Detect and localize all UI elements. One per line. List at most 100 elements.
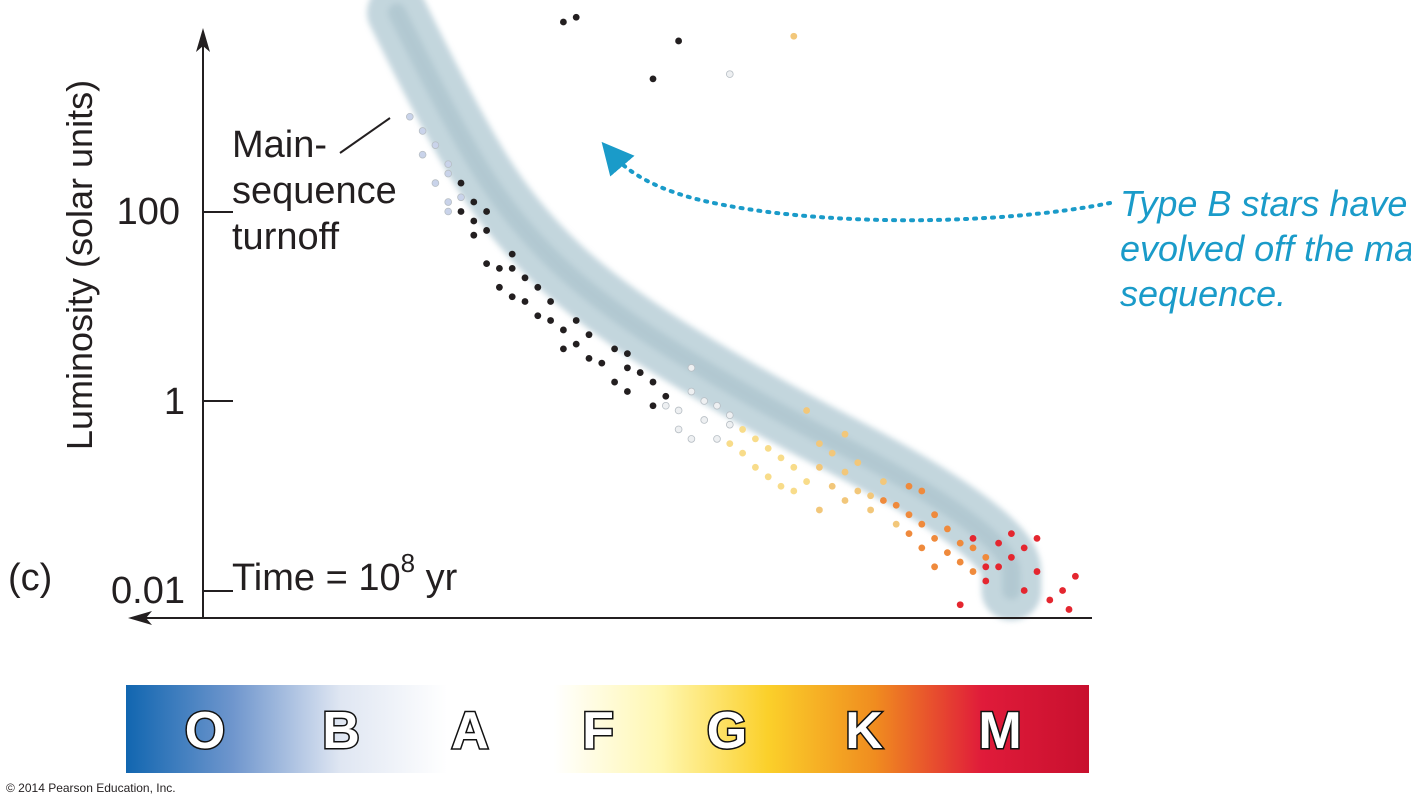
y-tick-label-1: 1 — [164, 381, 185, 423]
star-point-blue-0-2 — [418, 127, 427, 135]
time-suffix: yr — [415, 557, 458, 599]
star-point-black-1-24 — [649, 402, 657, 410]
y-tick-label-100: 100 — [117, 191, 180, 233]
star-point-red-6-11 — [1059, 587, 1066, 594]
star-point-black-7-2 — [649, 75, 657, 83]
star-point-yellow-3-4 — [752, 463, 759, 471]
star-point-lightorange-4-6 — [841, 497, 849, 504]
star-point-yellow-3-3 — [752, 435, 759, 443]
star-point-red-6-1 — [982, 577, 990, 585]
y-tick-label-0-01: 0.01 — [111, 570, 185, 612]
star-point-blue-0-5 — [444, 169, 453, 178]
star-point-black-7-0 — [560, 18, 567, 26]
turnoff-leader-line — [339, 117, 391, 154]
star-point-black-1-2 — [470, 231, 478, 239]
star-point-blue-0-6 — [444, 198, 453, 206]
colorbar-rect — [126, 685, 1089, 773]
star-point-lightorange-4-13 — [841, 430, 849, 438]
star-point-red-6-5 — [1008, 553, 1015, 561]
turnoff-label-group: Main- sequence turnoff — [232, 117, 397, 258]
star-point-blue-0-7 — [444, 207, 453, 216]
star-point-white-2-8 — [725, 420, 734, 429]
stars-group — [405, 13, 1079, 613]
star-point-red-6-3 — [995, 539, 1002, 547]
star-point-orange-5-4 — [918, 544, 926, 552]
axes — [128, 28, 1092, 625]
star-point-black-1-0 — [457, 179, 465, 187]
annotation-line-2: evolved off the main — [1120, 228, 1411, 269]
star-point-lightorange-4-4 — [828, 482, 836, 490]
star-point-black-1-14 — [560, 345, 567, 353]
time-exponent: 8 — [401, 548, 415, 578]
star-point-yellow-3-6 — [764, 473, 772, 481]
main-sequence-band — [367, 0, 1042, 621]
star-point-blue-0-1 — [418, 150, 427, 159]
star-point-red-6-2 — [982, 563, 990, 571]
star-point-black-1-8 — [521, 274, 529, 282]
star-point-lightorange-4-1 — [816, 440, 823, 448]
panel-label: (c) — [8, 557, 52, 599]
star-point-red-6-8 — [1033, 568, 1041, 575]
star-point-blue-0-4 — [431, 179, 440, 187]
star-point-black-1-27 — [572, 317, 580, 324]
star-point-white-2-11 — [700, 397, 708, 405]
star-point-red-6-13 — [1020, 544, 1028, 552]
star-point-red-6-14 — [956, 601, 964, 609]
star-point-black-1-34 — [662, 392, 670, 400]
star-point-black-1-6 — [496, 283, 503, 291]
star-point-black-1-33 — [624, 350, 631, 358]
star-point-black-1-26 — [547, 317, 554, 324]
star-point-yellow-3-11 — [790, 487, 798, 495]
star-point-orange-5-15 — [880, 497, 887, 504]
star-point-white-2-3 — [687, 387, 696, 396]
star-point-orange-5-12 — [918, 487, 926, 495]
star-point-orange-5-3 — [918, 520, 926, 528]
star-point-red-6-6 — [1008, 530, 1015, 538]
star-point-black-1-13 — [560, 326, 567, 334]
star-point-blue-0-0 — [405, 112, 414, 121]
star-point-black-1-11 — [534, 312, 542, 320]
star-point-orange-5-10 — [956, 558, 964, 566]
star-point-yellow-3-10 — [803, 478, 810, 485]
star-point-lightorange-4-0 — [803, 407, 810, 414]
star-point-yellow-3-0 — [726, 440, 734, 448]
star-point-black-1-16 — [585, 354, 593, 362]
spectral-class-g: G — [707, 702, 747, 760]
star-point-black-1-18 — [598, 359, 606, 367]
star-point-lightorange-4-2 — [816, 463, 823, 471]
star-point-black-1-17 — [585, 331, 593, 339]
star-point-yellow-3-7 — [777, 454, 785, 462]
spectral-class-k: K — [845, 702, 883, 760]
y-ticks: 100 1 0.01 — [111, 191, 233, 612]
time-prefix: Time — [232, 557, 326, 599]
time-equals: = — [326, 557, 348, 599]
y-axis-title: Luminosity (solar units) — [59, 80, 100, 450]
star-point-orange-5-7 — [944, 525, 951, 533]
star-point-black-1-28 — [483, 227, 490, 234]
star-point-red-6-0 — [969, 534, 977, 542]
star-point-black-1-3 — [483, 260, 490, 268]
star-point-yellow-3-1 — [739, 426, 746, 433]
star-point-black-1-1 — [470, 198, 478, 206]
annotation-line-1: Type B stars have — [1120, 183, 1407, 224]
star-point-white-2-6 — [713, 401, 721, 410]
star-point-white-2-7 — [713, 435, 721, 443]
star-point-white-8-0 — [725, 70, 734, 78]
turnoff-label-line-3: turnoff — [232, 216, 339, 258]
star-point-blue-0-3 — [431, 141, 440, 149]
star-point-lightorange-4-8 — [854, 459, 862, 466]
star-point-orange-5-6 — [931, 534, 938, 542]
star-point-black-1-4 — [483, 208, 490, 215]
star-point-lightorange-4-10 — [880, 478, 887, 485]
star-point-black-1-15 — [572, 340, 580, 348]
annotation-line-3: sequence. — [1120, 273, 1286, 314]
star-point-black-7-1 — [572, 13, 580, 21]
copyright: © 2014 Pearson Education, Inc. — [6, 781, 176, 795]
star-point-white-2-0 — [661, 401, 670, 410]
star-point-yellow-3-9 — [790, 463, 798, 471]
star-point-lightorange-4-11 — [816, 506, 823, 514]
star-point-black-1-29 — [508, 293, 516, 301]
star-point-yellow-3-2 — [739, 449, 746, 457]
